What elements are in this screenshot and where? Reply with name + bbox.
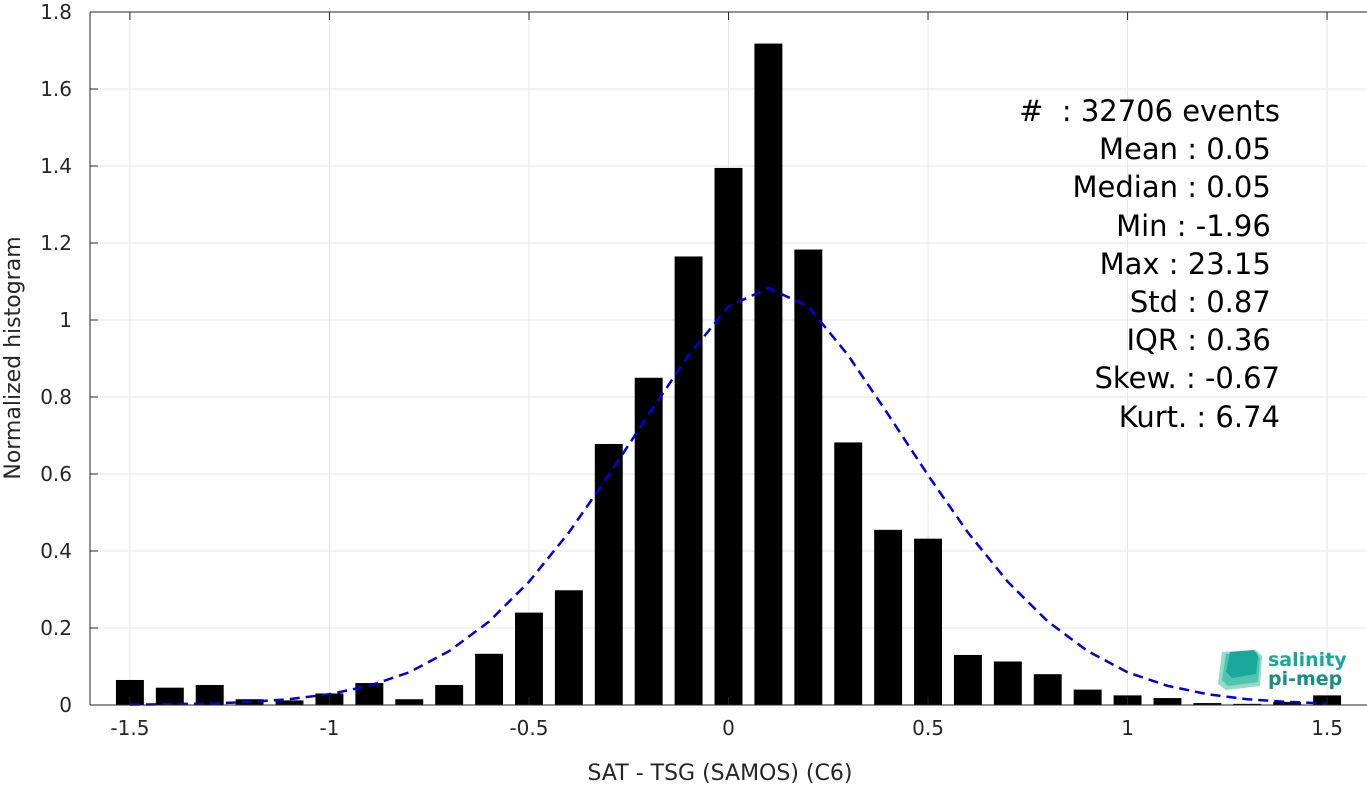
x-tick-label-5: 1: [1121, 716, 1134, 740]
histogram-bar-12: [594, 443, 623, 705]
x-tick-label-6: 1.5: [1311, 716, 1343, 740]
stat-line-8: Kurt. : 6.74: [1118, 399, 1280, 434]
histogram-bar-28: [1233, 703, 1262, 705]
histogram-bar-4: [275, 700, 304, 705]
histogram-bar-7: [395, 699, 424, 705]
y-tick-label-4: 0.8: [40, 385, 72, 409]
histogram-bar-27: [1193, 703, 1222, 705]
histogram-bar-26: [1153, 698, 1182, 705]
histogram-bar-21: [953, 654, 982, 705]
histogram-bar-23: [1033, 674, 1062, 705]
histogram-bar-22: [993, 661, 1022, 705]
histogram-bar-29: [1273, 701, 1302, 705]
stat-line-6: IQR : 0.36: [1126, 323, 1280, 358]
wave-stack-icon: [1218, 650, 1262, 690]
histogram-bar-6: [355, 683, 384, 705]
y-tick-label-7: 1.4: [40, 154, 72, 178]
histogram-bar-13: [634, 377, 663, 705]
x-axis-label: SAT - TSG (SAMOS) (C6): [588, 761, 853, 785]
histogram-bar-15: [714, 167, 743, 706]
y-tick-label-9: 1.8: [40, 0, 72, 24]
y-axis-ticks: 0 0.2 0.4 0.6 0.8 1 1.2 1.4 1.6 1.8: [40, 0, 98, 717]
histogram-bar-2: [195, 684, 224, 705]
histogram-bar-18: [834, 442, 863, 705]
histogram-bar-16: [754, 43, 783, 705]
histogram-bar-8: [435, 684, 464, 705]
x-tick-label-1: -1: [319, 716, 339, 740]
stat-line-3: Min : -1.96: [1116, 208, 1280, 243]
normal-fit-curve: [129, 286, 1328, 706]
salinity-pi-mep-logo: salinity pi-mep: [1216, 646, 1347, 694]
x-tick-label-4: 0.5: [912, 716, 944, 740]
stat-line-1: Mean : 0.05: [1098, 132, 1280, 167]
stat-line-2: Median : 0.05: [1072, 170, 1280, 205]
y-axis-label: Normalized histogram: [1, 236, 26, 479]
stat-line-5: Std : 0.87: [1129, 285, 1280, 320]
histogram-bar-11: [554, 590, 583, 705]
y-tick-label-5: 1: [59, 308, 72, 332]
histogram-bars: [115, 43, 1342, 706]
histogram-bar-10: [515, 612, 543, 705]
y-tick-label-6: 1.2: [40, 231, 72, 255]
histogram-bar-20: [914, 538, 942, 705]
x-axis-ticks: -1.5 -1 -0.5 0 0.5 1 1.5: [110, 12, 1343, 740]
y-tick-label-0: 0: [59, 693, 72, 717]
logo-line-1: salinity: [1268, 649, 1347, 671]
histogram-bar-1: [155, 687, 184, 705]
x-tick-label-0: -1.5: [110, 716, 149, 740]
stat-line-4: Max : 23.15: [1099, 246, 1280, 281]
stat-line-7: Skew. : -0.67: [1094, 361, 1280, 396]
y-tick-label-1: 0.2: [40, 616, 72, 640]
histogram-bar-17: [794, 249, 823, 706]
fit-curve-line: [129, 286, 1328, 706]
x-tick-label-3: 0: [722, 716, 735, 740]
x-tick-label-2: -0.5: [509, 716, 548, 740]
histogram-bar-19: [874, 529, 903, 705]
statistics-box: # : 32706 events Mean : 0.05 Median : 0.0…: [940, 92, 1280, 436]
stat-line-0: # : 32706 events: [1019, 94, 1280, 128]
histogram-bar-14: [674, 256, 703, 705]
histogram-bar-9: [475, 653, 504, 705]
logo-line-2: pi-mep: [1268, 668, 1343, 690]
y-tick-label-2: 0.4: [40, 539, 72, 563]
histogram-bar-24: [1073, 689, 1102, 705]
y-tick-label-3: 0.6: [40, 462, 72, 486]
y-tick-label-8: 1.6: [40, 77, 72, 101]
